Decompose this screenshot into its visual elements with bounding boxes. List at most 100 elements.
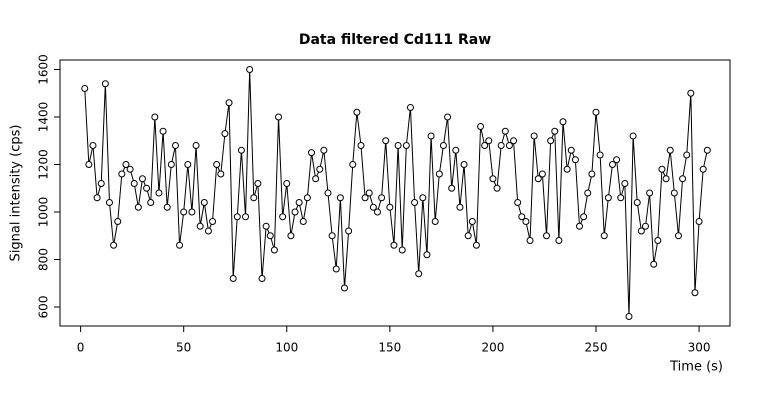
- data-point: [180, 208, 188, 216]
- data-point: [382, 137, 390, 145]
- x-axis-label: Time (s): [669, 360, 723, 375]
- data-point: [468, 218, 476, 225]
- y-tick-label: 800: [37, 248, 51, 271]
- data-point: [394, 142, 402, 149]
- data-point: [89, 142, 97, 149]
- data-point: [411, 199, 419, 206]
- x-tick-label: 100: [275, 341, 298, 355]
- y-axis-label: Signal intensity (cps): [9, 125, 24, 262]
- data-point: [592, 108, 600, 116]
- data-point: [493, 184, 501, 192]
- data-point: [147, 199, 155, 206]
- data-point: [283, 180, 291, 187]
- data-point: [604, 194, 612, 202]
- data-point: [163, 203, 171, 211]
- data-point: [588, 170, 596, 178]
- data-point: [378, 194, 386, 202]
- y-tick-label: 1600: [37, 54, 51, 85]
- x-tick-label: 150: [378, 341, 401, 355]
- data-point: [332, 265, 340, 273]
- data-point: [151, 113, 159, 121]
- data-point: [695, 218, 703, 225]
- data-point: [246, 66, 254, 73]
- data-point: [555, 237, 563, 244]
- data-point: [641, 222, 649, 230]
- data-point: [699, 165, 707, 173]
- data-point: [365, 189, 373, 197]
- data-point: [452, 146, 460, 154]
- data-point: [563, 165, 571, 173]
- data-point: [485, 137, 493, 145]
- data-point: [287, 232, 295, 240]
- data-point: [646, 189, 654, 197]
- data-point: [270, 246, 278, 254]
- data-point: [580, 213, 588, 221]
- data-point: [167, 161, 175, 168]
- data-point: [547, 137, 555, 145]
- data-point: [262, 222, 270, 230]
- data-point: [373, 208, 381, 216]
- data-point: [171, 142, 179, 149]
- data-point: [472, 241, 480, 249]
- data-point: [617, 194, 625, 202]
- data-point: [279, 213, 287, 221]
- data-point: [576, 222, 584, 230]
- data-point: [85, 161, 93, 168]
- data-point: [336, 194, 344, 202]
- data-point: [398, 246, 406, 254]
- data-point: [229, 275, 237, 282]
- data-point: [600, 232, 608, 240]
- data-point: [126, 165, 134, 173]
- y-tick-label: 1400: [37, 102, 51, 133]
- data-point: [687, 89, 695, 97]
- data-point: [340, 284, 348, 292]
- data-point: [101, 80, 109, 88]
- data-point: [138, 175, 146, 183]
- data-point: [703, 146, 711, 154]
- data-point: [608, 161, 616, 168]
- data-point: [658, 165, 666, 173]
- data-point: [320, 146, 328, 154]
- y-tick-label: 1200: [37, 149, 51, 180]
- data-point: [691, 289, 699, 297]
- data-point: [559, 118, 567, 126]
- data-point: [650, 260, 658, 268]
- data-point: [530, 132, 538, 140]
- data-point: [448, 184, 456, 192]
- data-point: [621, 180, 629, 187]
- data-point: [654, 237, 662, 244]
- data-point: [613, 156, 621, 164]
- data-point: [357, 142, 365, 149]
- data-point: [584, 189, 592, 197]
- data-point: [303, 194, 311, 202]
- y-tick-label: 1000: [37, 197, 51, 228]
- data-point: [114, 218, 122, 225]
- data-point: [110, 241, 118, 249]
- data-point: [625, 313, 633, 320]
- data-point: [481, 142, 489, 149]
- data-point: [209, 218, 217, 225]
- chart-title: Data filtered Cd111 Raw: [299, 32, 491, 48]
- data-point: [633, 199, 641, 206]
- data-point: [155, 189, 163, 197]
- data-point: [192, 142, 200, 149]
- data-point: [291, 208, 299, 216]
- data-point: [242, 213, 250, 221]
- data-point: [188, 208, 196, 216]
- data-point: [390, 241, 398, 249]
- data-point: [105, 199, 113, 206]
- data-point: [312, 175, 320, 183]
- data-point: [435, 170, 443, 178]
- series-line: [84, 69, 708, 317]
- data-point: [683, 151, 691, 159]
- data-point: [444, 113, 452, 121]
- data-point: [501, 127, 509, 135]
- data-point: [637, 227, 645, 235]
- data-point: [316, 165, 324, 173]
- data-point: [134, 203, 142, 211]
- data-point: [361, 194, 369, 202]
- data-point: [431, 218, 439, 225]
- data-point: [349, 161, 357, 168]
- data-point: [505, 142, 513, 149]
- data-point: [353, 108, 361, 116]
